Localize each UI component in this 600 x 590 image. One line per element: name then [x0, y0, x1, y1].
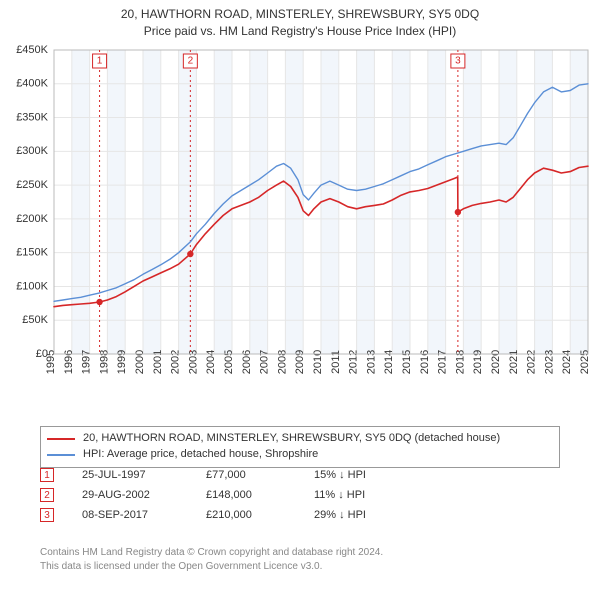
svg-text:1995: 1995 [45, 350, 57, 374]
event-marker-3: 3 [40, 508, 54, 522]
svg-text:2010: 2010 [312, 350, 324, 374]
event-price-1: £77,000 [206, 469, 286, 481]
legend-label-hpi: HPI: Average price, detached house, Shro… [83, 447, 318, 463]
svg-text:2: 2 [188, 56, 194, 67]
svg-text:2023: 2023 [543, 350, 555, 374]
svg-text:2005: 2005 [223, 350, 235, 374]
svg-text:1996: 1996 [63, 350, 75, 374]
title-line-1: 20, HAWTHORN ROAD, MINSTERLEY, SHREWSBUR… [0, 6, 600, 23]
svg-text:£450K: £450K [16, 44, 48, 56]
event-diff-1: 15% ↓ HPI [314, 469, 366, 481]
chart-area: £0£50K£100K£150K£200K£250K£300K£350K£400… [8, 44, 592, 414]
legend-swatch-property [47, 438, 75, 440]
svg-text:2014: 2014 [383, 350, 395, 374]
svg-text:2002: 2002 [170, 350, 182, 374]
svg-text:2013: 2013 [365, 350, 377, 374]
svg-text:2022: 2022 [526, 350, 538, 374]
event-diff-3: 29% ↓ HPI [314, 509, 366, 521]
svg-text:£100K: £100K [16, 280, 48, 292]
svg-text:2009: 2009 [294, 350, 306, 374]
svg-text:2024: 2024 [561, 350, 573, 374]
svg-text:2004: 2004 [205, 350, 217, 374]
svg-text:1997: 1997 [81, 350, 93, 374]
svg-text:2020: 2020 [490, 350, 502, 374]
svg-text:2025: 2025 [579, 350, 591, 374]
title-line-2: Price paid vs. HM Land Registry's House … [0, 23, 600, 40]
event-price-3: £210,000 [206, 509, 286, 521]
svg-text:1: 1 [97, 56, 103, 67]
legend-swatch-hpi [47, 454, 75, 456]
event-row-1: 1 25-JUL-1997 £77,000 15% ↓ HPI [40, 468, 560, 482]
svg-text:£400K: £400K [16, 78, 48, 90]
svg-text:£200K: £200K [16, 213, 48, 225]
svg-text:2000: 2000 [134, 350, 146, 374]
svg-text:£300K: £300K [16, 145, 48, 157]
svg-text:1999: 1999 [116, 350, 128, 374]
legend-row-property: 20, HAWTHORN ROAD, MINSTERLEY, SHREWSBUR… [47, 431, 553, 447]
svg-text:£250K: £250K [16, 179, 48, 191]
svg-text:2021: 2021 [508, 350, 520, 374]
footer-line-1: Contains HM Land Registry data © Crown c… [40, 546, 560, 560]
svg-text:2015: 2015 [401, 350, 413, 374]
event-row-2: 2 29-AUG-2002 £148,000 11% ↓ HPI [40, 488, 560, 502]
svg-text:£150K: £150K [16, 247, 48, 259]
svg-text:2016: 2016 [419, 350, 431, 374]
svg-text:2007: 2007 [259, 350, 271, 374]
event-row-3: 3 08-SEP-2017 £210,000 29% ↓ HPI [40, 508, 560, 522]
legend-row-hpi: HPI: Average price, detached house, Shro… [47, 447, 553, 463]
svg-text:£50K: £50K [22, 314, 48, 326]
chart-title-block: 20, HAWTHORN ROAD, MINSTERLEY, SHREWSBUR… [0, 0, 600, 40]
svg-text:3: 3 [455, 56, 461, 67]
event-diff-2: 11% ↓ HPI [314, 489, 365, 501]
svg-text:2012: 2012 [348, 350, 360, 374]
svg-text:2017: 2017 [437, 350, 449, 374]
event-marker-2: 2 [40, 488, 54, 502]
svg-text:2001: 2001 [152, 350, 164, 374]
event-date-3: 08-SEP-2017 [82, 509, 178, 521]
svg-text:2019: 2019 [472, 350, 484, 374]
footer-line-2: This data is licensed under the Open Gov… [40, 560, 560, 574]
chart-svg: £0£50K£100K£150K£200K£250K£300K£350K£400… [8, 44, 592, 414]
svg-text:2003: 2003 [187, 350, 199, 374]
footer: Contains HM Land Registry data © Crown c… [40, 546, 560, 573]
svg-text:2018: 2018 [454, 350, 466, 374]
event-marker-1: 1 [40, 468, 54, 482]
svg-text:£350K: £350K [16, 111, 48, 123]
event-date-1: 25-JUL-1997 [82, 469, 178, 481]
svg-text:2008: 2008 [276, 350, 288, 374]
legend-label-property: 20, HAWTHORN ROAD, MINSTERLEY, SHREWSBUR… [83, 431, 500, 447]
event-price-2: £148,000 [206, 489, 286, 501]
svg-text:2006: 2006 [241, 350, 253, 374]
events-table: 1 25-JUL-1997 £77,000 15% ↓ HPI 2 29-AUG… [40, 468, 560, 528]
event-date-2: 29-AUG-2002 [82, 489, 178, 501]
svg-text:1998: 1998 [98, 350, 110, 374]
legend: 20, HAWTHORN ROAD, MINSTERLEY, SHREWSBUR… [40, 426, 560, 468]
